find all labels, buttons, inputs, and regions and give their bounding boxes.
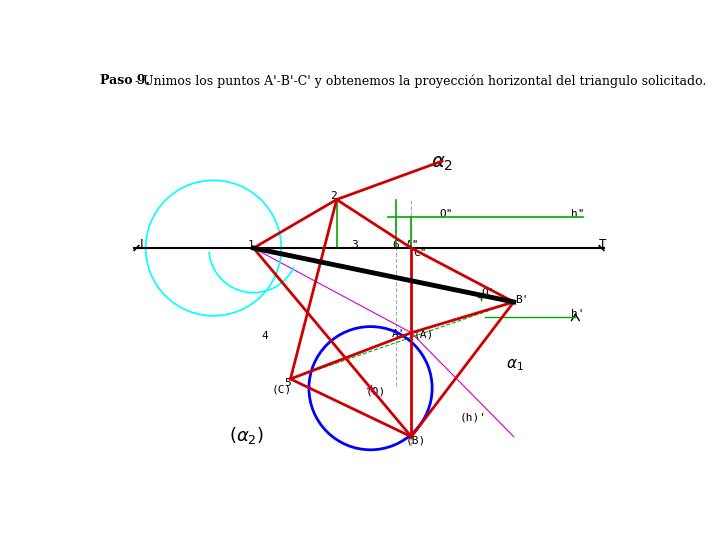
Text: (C): (C) bbox=[272, 384, 292, 395]
Text: A': A' bbox=[392, 329, 405, 339]
Text: $\alpha_2$: $\alpha_2$ bbox=[431, 154, 453, 173]
Text: (A): (A) bbox=[414, 329, 434, 339]
Text: (B): (B) bbox=[406, 436, 426, 446]
Text: (h)': (h)' bbox=[460, 413, 487, 422]
Text: 3: 3 bbox=[351, 240, 358, 250]
Text: $\alpha_1$: $\alpha_1$ bbox=[506, 357, 524, 373]
Text: h": h" bbox=[571, 209, 584, 219]
Text: T: T bbox=[598, 239, 606, 252]
Text: - Unimos los puntos A'-B'-C' y obtenemos la proyección horizontal del triangulo : - Unimos los puntos A'-B'-C' y obtenemos… bbox=[135, 74, 706, 87]
Text: C": C" bbox=[414, 248, 427, 258]
Text: 1: 1 bbox=[248, 240, 254, 250]
Text: L: L bbox=[140, 239, 147, 252]
Text: 4: 4 bbox=[261, 331, 268, 341]
Text: Paso 9.: Paso 9. bbox=[99, 74, 149, 87]
Text: h': h' bbox=[571, 309, 584, 319]
Text: O": O" bbox=[440, 209, 454, 219]
Text: 2: 2 bbox=[330, 191, 337, 201]
Text: 5: 5 bbox=[284, 378, 291, 388]
Text: (O): (O) bbox=[366, 386, 386, 396]
Text: O': O' bbox=[482, 288, 495, 298]
Text: B': B' bbox=[516, 295, 528, 306]
Text: $(\alpha_2)$: $(\alpha_2)$ bbox=[229, 426, 264, 447]
Text: A": A" bbox=[406, 240, 420, 250]
Text: 6: 6 bbox=[392, 240, 399, 250]
